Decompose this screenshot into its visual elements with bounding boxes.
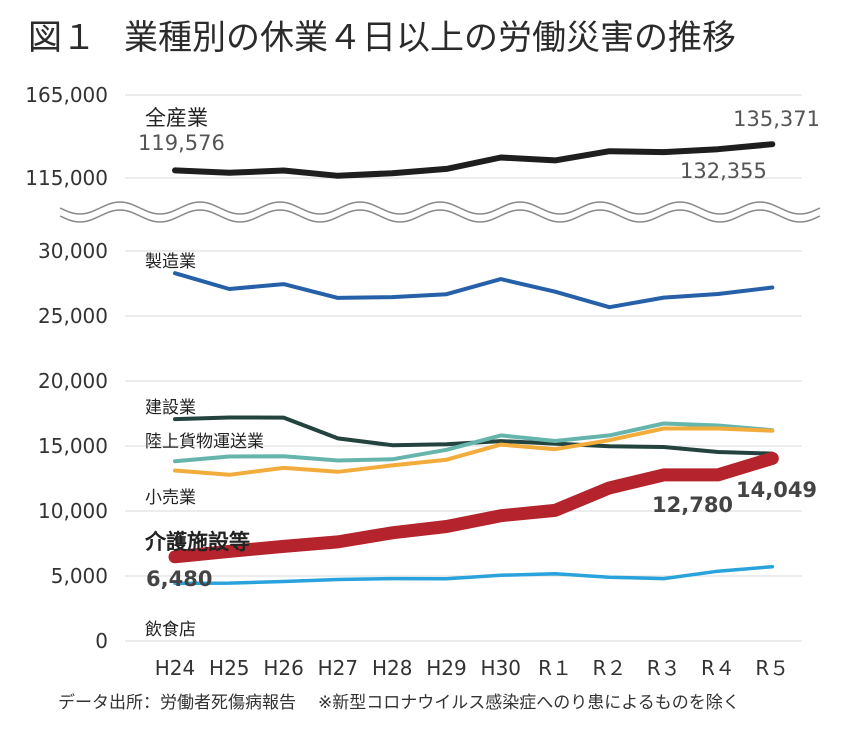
- x-tick-label: R４: [701, 656, 735, 680]
- y-tick-label: 115,000: [25, 166, 108, 190]
- x-tick-label: H26: [263, 656, 304, 680]
- series-name-6: 介護施設等: [144, 530, 250, 554]
- y-tick-label: 25,000: [38, 304, 108, 328]
- series-line-2: [173, 271, 775, 310]
- axis-break-line: [59, 209, 821, 223]
- series-line-4: [173, 421, 775, 464]
- figure-number: 図１: [28, 18, 96, 58]
- title-text: 業種別の休業４日以上の労働災害の推移: [124, 18, 736, 58]
- x-tick-label: R１: [538, 656, 572, 680]
- x-tick-label: R５: [755, 656, 789, 680]
- source-text: データ出所：労働者死傷病報告: [58, 693, 296, 713]
- x-tick-label: H24: [155, 656, 196, 680]
- x-tick-label: H29: [426, 656, 467, 680]
- series-name-4: 陸上貨物運送業: [145, 432, 264, 452]
- series-name-3: 建設業: [145, 398, 196, 418]
- data-label: 135,371: [733, 107, 820, 131]
- data-label: 119,576: [138, 131, 225, 155]
- y-tick-label: 165,000: [25, 83, 108, 107]
- data-label: 132,355: [680, 159, 767, 183]
- x-tick-label: H28: [372, 656, 413, 680]
- series-line-7: [173, 564, 775, 586]
- series-line-5: [173, 426, 775, 477]
- exclusion-note: ※新型コロナウイルス感染症へのり患によるものを除く: [318, 693, 740, 713]
- x-tick-label: H27: [318, 656, 359, 680]
- y-tick-label: 10,000: [38, 499, 108, 523]
- series-line-6: [168, 451, 779, 564]
- data-label: 12,780: [652, 493, 733, 517]
- data-label: 6,480: [146, 567, 212, 591]
- source-note: データ出所：労働者死傷病報告 ※新型コロナウイルス感染症へのり患によるものを除く: [58, 688, 740, 713]
- series-line-1: [172, 141, 776, 179]
- chart-title: 図１ 業種別の休業４日以上の労働災害の推移: [28, 10, 736, 59]
- x-tick-label: R２: [592, 656, 626, 680]
- x-tick-label: H25: [209, 656, 250, 680]
- series-name-1: 全産業: [145, 106, 208, 130]
- series-name-7: 飲食店: [145, 620, 196, 640]
- data-label: 14,049: [736, 478, 817, 502]
- axis-break-line: [59, 201, 821, 215]
- y-tick-label: 20,000: [38, 369, 108, 393]
- y-tick-label: 15,000: [38, 434, 108, 458]
- x-tick-label: H30: [481, 656, 522, 680]
- y-tick-label: 30,000: [38, 239, 108, 263]
- y-tick-label: 0: [95, 629, 108, 653]
- y-tick-label: 5,000: [51, 564, 108, 588]
- series-name-5: 小売業: [145, 488, 196, 508]
- series-name-2: 製造業: [145, 252, 196, 272]
- x-tick-label: R３: [647, 656, 681, 680]
